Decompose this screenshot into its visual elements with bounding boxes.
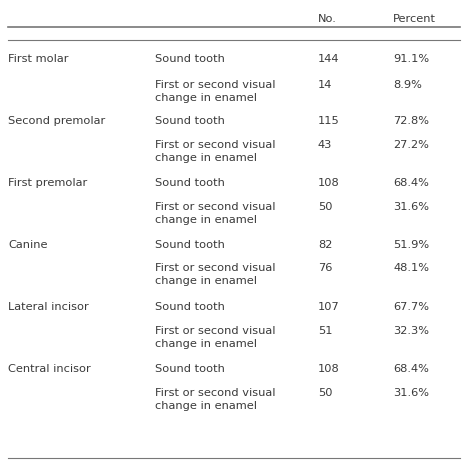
Text: 51.9%: 51.9%: [393, 240, 429, 250]
Text: 67.7%: 67.7%: [393, 302, 429, 312]
Text: 144: 144: [318, 54, 339, 64]
Text: First or second visual
change in enamel: First or second visual change in enamel: [155, 388, 276, 411]
Text: 107: 107: [318, 302, 340, 312]
Text: 43: 43: [318, 140, 332, 150]
Text: Lateral incisor: Lateral incisor: [8, 302, 89, 312]
Text: First or second visual
change in enamel: First or second visual change in enamel: [155, 140, 276, 163]
Text: First molar: First molar: [8, 54, 68, 64]
Text: 108: 108: [318, 364, 340, 374]
Text: Sound tooth: Sound tooth: [155, 240, 225, 250]
Text: 32.3%: 32.3%: [393, 326, 429, 336]
Text: 115: 115: [318, 116, 340, 126]
Text: 31.6%: 31.6%: [393, 202, 429, 212]
Text: Sound tooth: Sound tooth: [155, 178, 225, 188]
Text: Canine: Canine: [8, 240, 47, 250]
Text: 14: 14: [318, 80, 332, 90]
Text: Sound tooth: Sound tooth: [155, 116, 225, 126]
Text: 50: 50: [318, 388, 332, 398]
Text: First or second visual
change in enamel: First or second visual change in enamel: [155, 263, 276, 286]
Text: Central incisor: Central incisor: [8, 364, 91, 374]
Text: Percent: Percent: [393, 14, 436, 24]
Text: 76: 76: [318, 263, 332, 273]
Text: No.: No.: [318, 14, 337, 24]
Text: 91.1%: 91.1%: [393, 54, 429, 64]
Text: 82: 82: [318, 240, 332, 250]
Text: 48.1%: 48.1%: [393, 263, 429, 273]
Text: First or second visual
change in enamel: First or second visual change in enamel: [155, 80, 276, 103]
Text: 8.9%: 8.9%: [393, 80, 422, 90]
Text: First or second visual
change in enamel: First or second visual change in enamel: [155, 326, 276, 349]
Text: 108: 108: [318, 178, 340, 188]
Text: Sound tooth: Sound tooth: [155, 54, 225, 64]
Text: 68.4%: 68.4%: [393, 178, 429, 188]
Text: Second premolar: Second premolar: [8, 116, 105, 126]
Text: 51: 51: [318, 326, 332, 336]
Text: 31.6%: 31.6%: [393, 388, 429, 398]
Text: 50: 50: [318, 202, 332, 212]
Text: 72.8%: 72.8%: [393, 116, 429, 126]
Text: Sound tooth: Sound tooth: [155, 364, 225, 374]
Text: 27.2%: 27.2%: [393, 140, 429, 150]
Text: First premolar: First premolar: [8, 178, 87, 188]
Text: 68.4%: 68.4%: [393, 364, 429, 374]
Text: First or second visual
change in enamel: First or second visual change in enamel: [155, 202, 276, 225]
Text: Sound tooth: Sound tooth: [155, 302, 225, 312]
